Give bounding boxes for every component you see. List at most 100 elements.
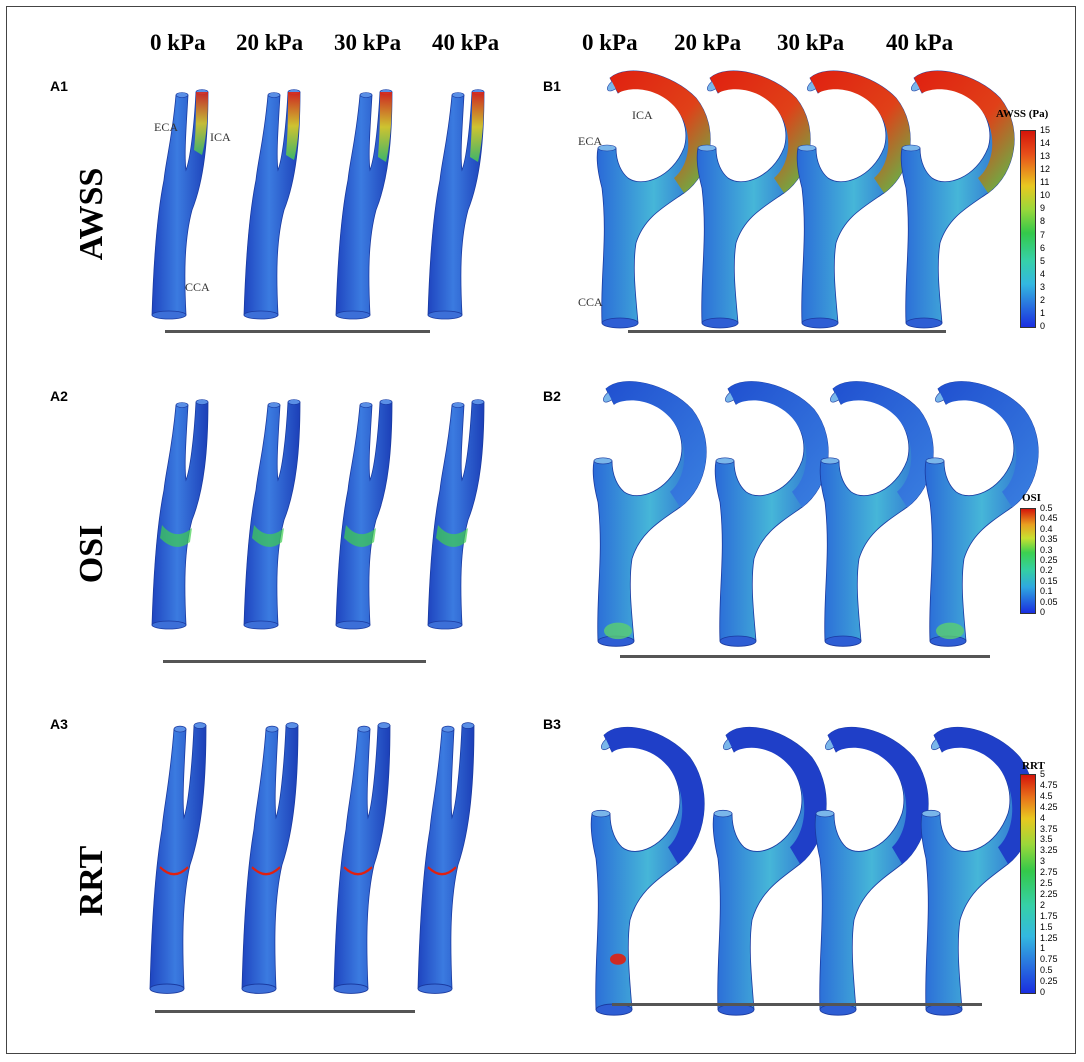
legend-awss-tick: 6: [1040, 242, 1046, 253]
legend-rrt-tick: 3.75: [1040, 823, 1058, 834]
legend-rrt-tick: 4: [1040, 812, 1046, 823]
panel-label-b1: B1: [543, 78, 561, 94]
legend-osi-tick: 0.05: [1040, 596, 1058, 607]
vessel-b3-40kpa: [920, 726, 1035, 1016]
legend-rrt-tick: 3: [1040, 856, 1046, 867]
legend-awss-tick: 12: [1040, 164, 1051, 175]
legend-osi-tick: 0.35: [1040, 534, 1058, 545]
baseline-b1: [628, 330, 946, 333]
label-right-eca: ECA: [578, 134, 602, 148]
legend-awss-tick: 8: [1040, 216, 1046, 227]
vessel-a3-30kpa: [333, 722, 391, 994]
vessel-b1-20kpa: [696, 70, 811, 329]
panel-label-b2: B2: [543, 388, 561, 404]
baseline-a1: [165, 330, 430, 333]
vessel-a2-0kpa: [151, 399, 209, 630]
panel-label-a2: A2: [50, 388, 68, 404]
legend-rrt-colorbar: [1020, 774, 1036, 994]
baseline-b3: [612, 1003, 982, 1006]
vessel-b2-0kpa: [592, 381, 707, 647]
label-left-ica: ICA: [210, 130, 231, 144]
legend-awss-tick: 13: [1040, 151, 1051, 162]
vessel-b2-20kpa: [714, 381, 829, 647]
vessel-b1-30kpa: [796, 70, 911, 329]
legend-awss-tick: 1: [1040, 307, 1046, 318]
vessel-a1-40kpa: [427, 89, 485, 320]
legend-rrt-tick: 4.5: [1040, 790, 1053, 801]
baseline-a2: [163, 660, 426, 663]
vessel-b3-30kpa: [814, 726, 929, 1016]
vessel-b1-40kpa: [900, 70, 1015, 329]
column-header-left-3: 40 kPa: [432, 30, 500, 55]
vessel-a3-20kpa: [241, 722, 299, 994]
vessel-a1-20kpa: [243, 89, 301, 320]
label-right-ica: ICA: [632, 108, 653, 122]
legend-osi-tick: 0.25: [1040, 555, 1058, 565]
legend-awss-tick: 2: [1040, 294, 1046, 305]
legend-awss-tick: 4: [1040, 268, 1046, 279]
legend-awss-tick: 7: [1040, 229, 1046, 240]
legend-osi-tick: 0.15: [1040, 575, 1058, 586]
legend-rrt-tick: 0.25: [1040, 976, 1058, 987]
legend-rrt-tick: 1.25: [1040, 932, 1058, 943]
legend-osi-colorbar: [1020, 508, 1036, 614]
legend-osi-tick: 0: [1040, 607, 1046, 617]
legend-awss: AWSS (Pa) 15 14 13 12 11 10 9 8 7 6 5 4 3 2 1 0: [996, 108, 1070, 331]
panel-label-a1: A1: [50, 78, 68, 94]
legend-rrt-title: RRT: [1022, 760, 1045, 772]
panel-label-b3: B3: [543, 716, 561, 732]
column-header-right-2: 30 kPa: [777, 30, 845, 55]
legend-rrt-tick: 1.75: [1040, 910, 1058, 921]
vessel-a3-0kpa: [149, 722, 207, 994]
legend-rrt-tick: 0: [1040, 987, 1046, 997]
legend-osi-tick: 0.2: [1040, 565, 1053, 576]
legend-awss-tick: 0: [1040, 321, 1046, 331]
legend-awss-tick: 14: [1040, 138, 1051, 149]
vessel-a2-40kpa: [427, 399, 485, 630]
column-header-left-2: 30 kPa: [334, 30, 402, 55]
legend-osi-tick: 0.1: [1040, 586, 1053, 597]
legend-rrt-tick: 4.25: [1040, 801, 1058, 812]
legend-rrt-tick: 5: [1040, 769, 1046, 779]
vessel-b3-0kpa: [590, 726, 705, 1016]
legend-awss-tick: 11: [1040, 177, 1050, 188]
vessel-b3-20kpa: [712, 726, 827, 1016]
vessel-b2-40kpa: [924, 381, 1039, 647]
legend-awss-colorbar: [1020, 130, 1036, 328]
vessel-a1-0kpa: [151, 89, 209, 320]
legend-rrt-tick: 2.25: [1040, 888, 1058, 899]
legend-rrt-tick: 4.75: [1040, 779, 1058, 790]
legend-rrt-tick: 1.5: [1040, 921, 1053, 932]
vessel-b1-0kpa: [596, 70, 711, 329]
column-header-left-0: 0 kPa: [150, 30, 206, 55]
legend-rrt: RRT 5 4.75 4.5 4.25 4 3.75 3.5 3.25 3 2.75 2.5 2.25…: [1010, 760, 1070, 998]
legend-rrt-tick: 1: [1040, 943, 1046, 954]
legend-awss-tick: 3: [1040, 281, 1046, 292]
legend-awss-title: AWSS (Pa): [996, 108, 1049, 120]
legend-osi-tick: 0.3: [1040, 544, 1053, 555]
vessel-a3-40kpa: [417, 722, 475, 994]
legend-rrt-tick: 3.5: [1040, 834, 1053, 845]
vessel-b2-30kpa: [819, 381, 934, 647]
column-header-left-1: 20 kPa: [236, 30, 304, 55]
column-header-right-1: 20 kPa: [674, 30, 742, 55]
legend-awss-tick: 15: [1040, 125, 1051, 135]
legend-awss-tick: 5: [1040, 255, 1046, 266]
column-header-right-0: 0 kPa: [582, 30, 638, 55]
legend-osi-tick: 0.45: [1040, 513, 1058, 524]
column-header-right-3: 40 kPa: [886, 30, 954, 55]
legend-osi-tick: 0.4: [1040, 523, 1053, 534]
panel-label-a3: A3: [50, 716, 68, 732]
label-left-cca: CCA: [185, 280, 210, 294]
legend-rrt-tick: 2.5: [1040, 878, 1053, 888]
baseline-b2: [620, 655, 990, 658]
label-right-cca: CCA: [578, 295, 603, 309]
legend-rrt-tick: 3.25: [1040, 845, 1058, 856]
vessel-a1-30kpa: [335, 89, 393, 320]
legend-osi-tick: 0.5: [1040, 503, 1053, 513]
vessel-a2-20kpa: [243, 399, 301, 630]
legend-awss-tick: 9: [1040, 203, 1046, 214]
legend-awss-tick: 10: [1040, 190, 1051, 201]
legend-rrt-tick: 0.5: [1040, 965, 1053, 976]
